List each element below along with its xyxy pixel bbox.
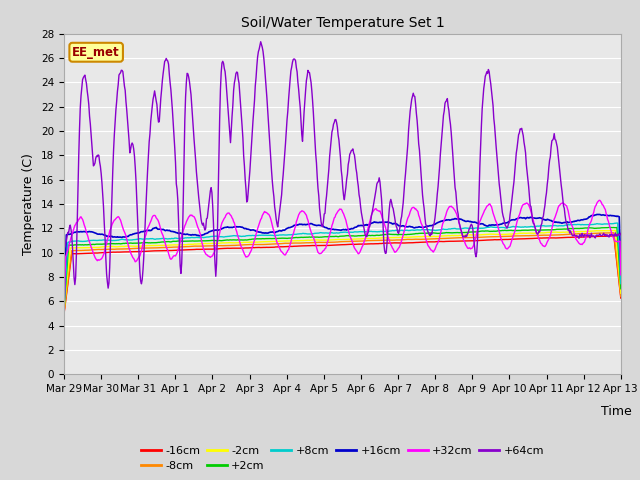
X-axis label: Time: Time bbox=[601, 405, 632, 418]
Y-axis label: Temperature (C): Temperature (C) bbox=[22, 153, 35, 255]
Legend: -16cm, -8cm, -2cm, +2cm, +8cm, +16cm, +32cm, +64cm: -16cm, -8cm, -2cm, +2cm, +8cm, +16cm, +3… bbox=[136, 441, 548, 476]
Title: Soil/Water Temperature Set 1: Soil/Water Temperature Set 1 bbox=[241, 16, 444, 30]
Text: EE_met: EE_met bbox=[72, 46, 120, 59]
